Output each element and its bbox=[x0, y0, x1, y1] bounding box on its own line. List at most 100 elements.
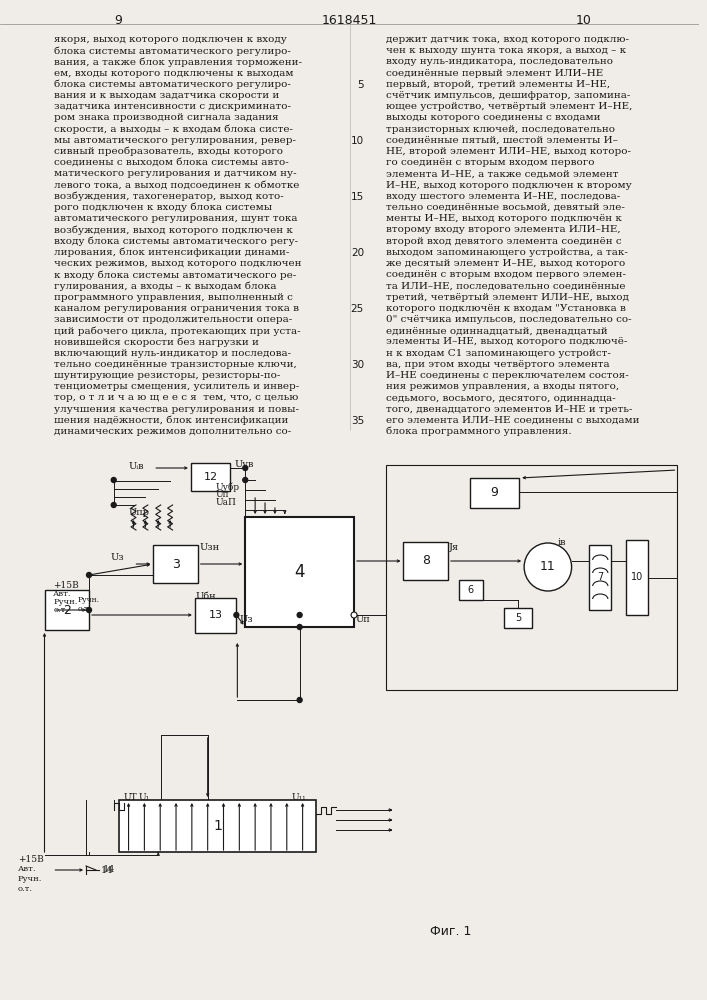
Bar bbox=[195, 598, 236, 633]
Text: вания и к выходам задатчика скорости и: вания и к выходам задатчика скорости и bbox=[54, 91, 280, 100]
Text: сивный преобразователь, входы которого: сивный преобразователь, входы которого bbox=[54, 147, 284, 156]
Text: третий, четвёртый элемент ИЛИ–НЕ, выход: третий, четвёртый элемент ИЛИ–НЕ, выход bbox=[386, 293, 629, 302]
Text: UТ: UТ bbox=[124, 793, 137, 802]
Text: ем, входы которого подключены к выходам: ем, входы которого подключены к выходам bbox=[54, 69, 294, 78]
Text: Uᵢв: Uᵢв bbox=[129, 462, 144, 471]
Text: го соединён с вторым входом первого: го соединён с вторым входом первого bbox=[386, 158, 594, 167]
Text: 15: 15 bbox=[351, 192, 364, 202]
Text: о.т.: о.т. bbox=[77, 605, 90, 613]
Text: блока программного управления.: блока программного управления. bbox=[386, 427, 571, 436]
Text: улучшения качества регулирования и повы-: улучшения качества регулирования и повы- bbox=[54, 405, 299, 414]
Text: же десятый элемент И–НЕ, выход которого: же десятый элемент И–НЕ, выход которого bbox=[386, 259, 625, 268]
Text: лирования, блок интенсификации динами-: лирования, блок интенсификации динами- bbox=[54, 248, 290, 257]
Text: 30: 30 bbox=[351, 360, 364, 370]
Text: Авт.: Авт. bbox=[18, 865, 36, 873]
Text: 35: 35 bbox=[351, 416, 364, 426]
Text: 1618451: 1618451 bbox=[322, 14, 377, 27]
Text: Jя: Jя bbox=[449, 543, 459, 552]
Text: выходом запоминающего устройства, а так-: выходом запоминающего устройства, а так- bbox=[386, 248, 628, 257]
Text: 8: 8 bbox=[422, 554, 430, 568]
Circle shape bbox=[111, 478, 116, 483]
Text: задатчика интенсивности с дискриминато-: задатчика интенсивности с дискриминато- bbox=[54, 102, 291, 111]
Text: автоматического регулирования, шунт тока: автоматического регулирования, шунт тока bbox=[54, 214, 298, 223]
Text: о.т.: о.т. bbox=[18, 885, 33, 893]
Text: 10: 10 bbox=[351, 136, 364, 146]
Text: соединён с вторым входом первого элемен-: соединён с вторым входом первого элемен- bbox=[386, 270, 626, 279]
Text: Uп: Uп bbox=[216, 490, 229, 499]
Text: второй вход девятого элемента соединён с: второй вход девятого элемента соединён с bbox=[386, 237, 621, 246]
Text: шения надёжности, блок интенсификации: шения надёжности, блок интенсификации bbox=[54, 416, 288, 425]
Text: 5: 5 bbox=[357, 80, 364, 90]
Text: Uз: Uз bbox=[240, 615, 253, 624]
Circle shape bbox=[86, 607, 91, 612]
Circle shape bbox=[351, 612, 357, 618]
Text: +15В: +15В bbox=[18, 855, 44, 864]
Text: счётчик импульсов, дешифратор, запомина-: счётчик импульсов, дешифратор, запомина- bbox=[386, 91, 630, 100]
Text: возбуждения, выход которого подключен к: возбуждения, выход которого подключен к bbox=[54, 225, 293, 235]
Circle shape bbox=[524, 543, 571, 591]
Circle shape bbox=[86, 572, 91, 578]
Text: ром знака производной сигнала задания: ром знака производной сигнала задания bbox=[54, 113, 279, 122]
Text: единённые одиннадцатый, двенадцатый: единённые одиннадцатый, двенадцатый bbox=[386, 326, 607, 335]
Text: ющее устройство, четвёртый элемент И–НЕ,: ющее устройство, четвёртый элемент И–НЕ, bbox=[386, 102, 632, 111]
Text: ва, при этом входы четвёртого элемента: ва, при этом входы четвёртого элемента bbox=[386, 360, 609, 369]
Text: первый, второй, третий элементы И–НЕ,: первый, второй, третий элементы И–НЕ, bbox=[386, 80, 610, 89]
Text: выходы которого соединены с входами: выходы которого соединены с входами bbox=[386, 113, 600, 122]
Text: 11: 11 bbox=[540, 560, 556, 574]
Text: iв: iв bbox=[558, 538, 566, 547]
Text: чен к выходу шунта тока якоря, а выход – к: чен к выходу шунта тока якоря, а выход –… bbox=[386, 46, 626, 55]
Text: элементы И–НЕ, выход которого подключё-: элементы И–НЕ, выход которого подключё- bbox=[386, 337, 627, 346]
Text: Uув: Uув bbox=[235, 460, 254, 469]
Text: 10: 10 bbox=[575, 14, 592, 27]
Text: скорости, а выходы – к входам блока систе-: скорости, а выходы – к входам блока сист… bbox=[54, 125, 293, 134]
Text: возбуждения, тахогенератор, выход кото-: возбуждения, тахогенератор, выход кото- bbox=[54, 192, 284, 201]
Text: входу шестого элемента И–НЕ, последова-: входу шестого элемента И–НЕ, последова- bbox=[386, 192, 620, 201]
Text: якоря, выход которого подключен к входу: якоря, выход которого подключен к входу bbox=[54, 35, 287, 44]
Text: левого тока, а выход подсоединен к обмотке: левого тока, а выход подсоединен к обмот… bbox=[54, 181, 300, 190]
Text: та ИЛИ–НЕ, последовательно соединённые: та ИЛИ–НЕ, последовательно соединённые bbox=[386, 281, 625, 290]
Text: матического регулирования и датчиком ну-: матического регулирования и датчиком ну- bbox=[54, 169, 297, 178]
Text: которого подключён к входам "Установка в: которого подключён к входам "Установка в bbox=[386, 304, 626, 313]
Text: Uзн: Uзн bbox=[200, 543, 220, 552]
Text: 12: 12 bbox=[204, 472, 218, 482]
Bar bbox=[386, 465, 677, 690]
Text: соединённые первый элемент ИЛИ–НЕ: соединённые первый элемент ИЛИ–НЕ bbox=[386, 69, 603, 78]
Circle shape bbox=[111, 502, 116, 508]
Text: Ручн.: Ручн. bbox=[77, 596, 99, 604]
Circle shape bbox=[297, 624, 302, 630]
Bar bbox=[45, 590, 89, 630]
Text: Ручн.: Ручн. bbox=[18, 875, 42, 883]
Bar bbox=[504, 608, 532, 628]
Text: динамических режимов дополнительно со-: динамических режимов дополнительно со- bbox=[54, 427, 292, 436]
Text: мы автоматического регулирования, ревер-: мы автоматического регулирования, ревер- bbox=[54, 136, 296, 145]
Text: 7: 7 bbox=[597, 572, 603, 582]
Text: 3: 3 bbox=[172, 558, 180, 570]
Text: входу нуль-индикатора, последовательно: входу нуль-индикатора, последовательно bbox=[386, 57, 613, 66]
Circle shape bbox=[234, 612, 239, 617]
Bar bbox=[459, 580, 483, 600]
Circle shape bbox=[243, 466, 247, 471]
Text: 1: 1 bbox=[213, 819, 222, 833]
Text: новившейся скорости без нагрузки и: новившейся скорости без нагрузки и bbox=[54, 337, 259, 347]
Text: включающий нуль-индикатор и последова-: включающий нуль-индикатор и последова- bbox=[54, 349, 291, 358]
Text: 9: 9 bbox=[491, 487, 498, 499]
Text: н к входам С1 запоминающего устройст-: н к входам С1 запоминающего устройст- bbox=[386, 349, 611, 358]
Text: программного управления, выполненный с: программного управления, выполненный с bbox=[54, 293, 293, 302]
Bar bbox=[153, 545, 198, 583]
Text: тор, о т л и ч а ю щ е е с я  тем, что, с целью: тор, о т л и ч а ю щ е е с я тем, что, с… bbox=[54, 393, 299, 402]
Text: блока системы автоматического регулиро-: блока системы автоматического регулиро- bbox=[54, 46, 291, 56]
Text: держит датчик тока, вход которого подклю-: держит датчик тока, вход которого подклю… bbox=[386, 35, 629, 44]
Text: тенциометры смещения, усилитель и инвер-: тенциометры смещения, усилитель и инвер- bbox=[54, 382, 300, 391]
Bar bbox=[626, 540, 648, 615]
Text: элемента И–НЕ, а также седьмой элемент: элемента И–НЕ, а также седьмой элемент bbox=[386, 169, 618, 178]
Text: +15В: +15В bbox=[54, 581, 79, 590]
Text: 13: 13 bbox=[209, 610, 223, 620]
Text: U₁₁: U₁₁ bbox=[292, 793, 306, 802]
Text: входу блока системы автоматического регу-: входу блока системы автоматического регу… bbox=[54, 237, 298, 246]
Text: Uбн: Uбн bbox=[196, 592, 216, 601]
Bar bbox=[119, 800, 317, 852]
Text: Uп: Uп bbox=[356, 615, 370, 624]
Text: его элемента ИЛИ–НЕ соединены с выходами: его элемента ИЛИ–НЕ соединены с выходами bbox=[386, 416, 639, 425]
Text: 2: 2 bbox=[63, 603, 71, 616]
Text: второму входу второго элемента ИЛИ–НЕ,: второму входу второго элемента ИЛИ–НЕ, bbox=[386, 225, 620, 234]
